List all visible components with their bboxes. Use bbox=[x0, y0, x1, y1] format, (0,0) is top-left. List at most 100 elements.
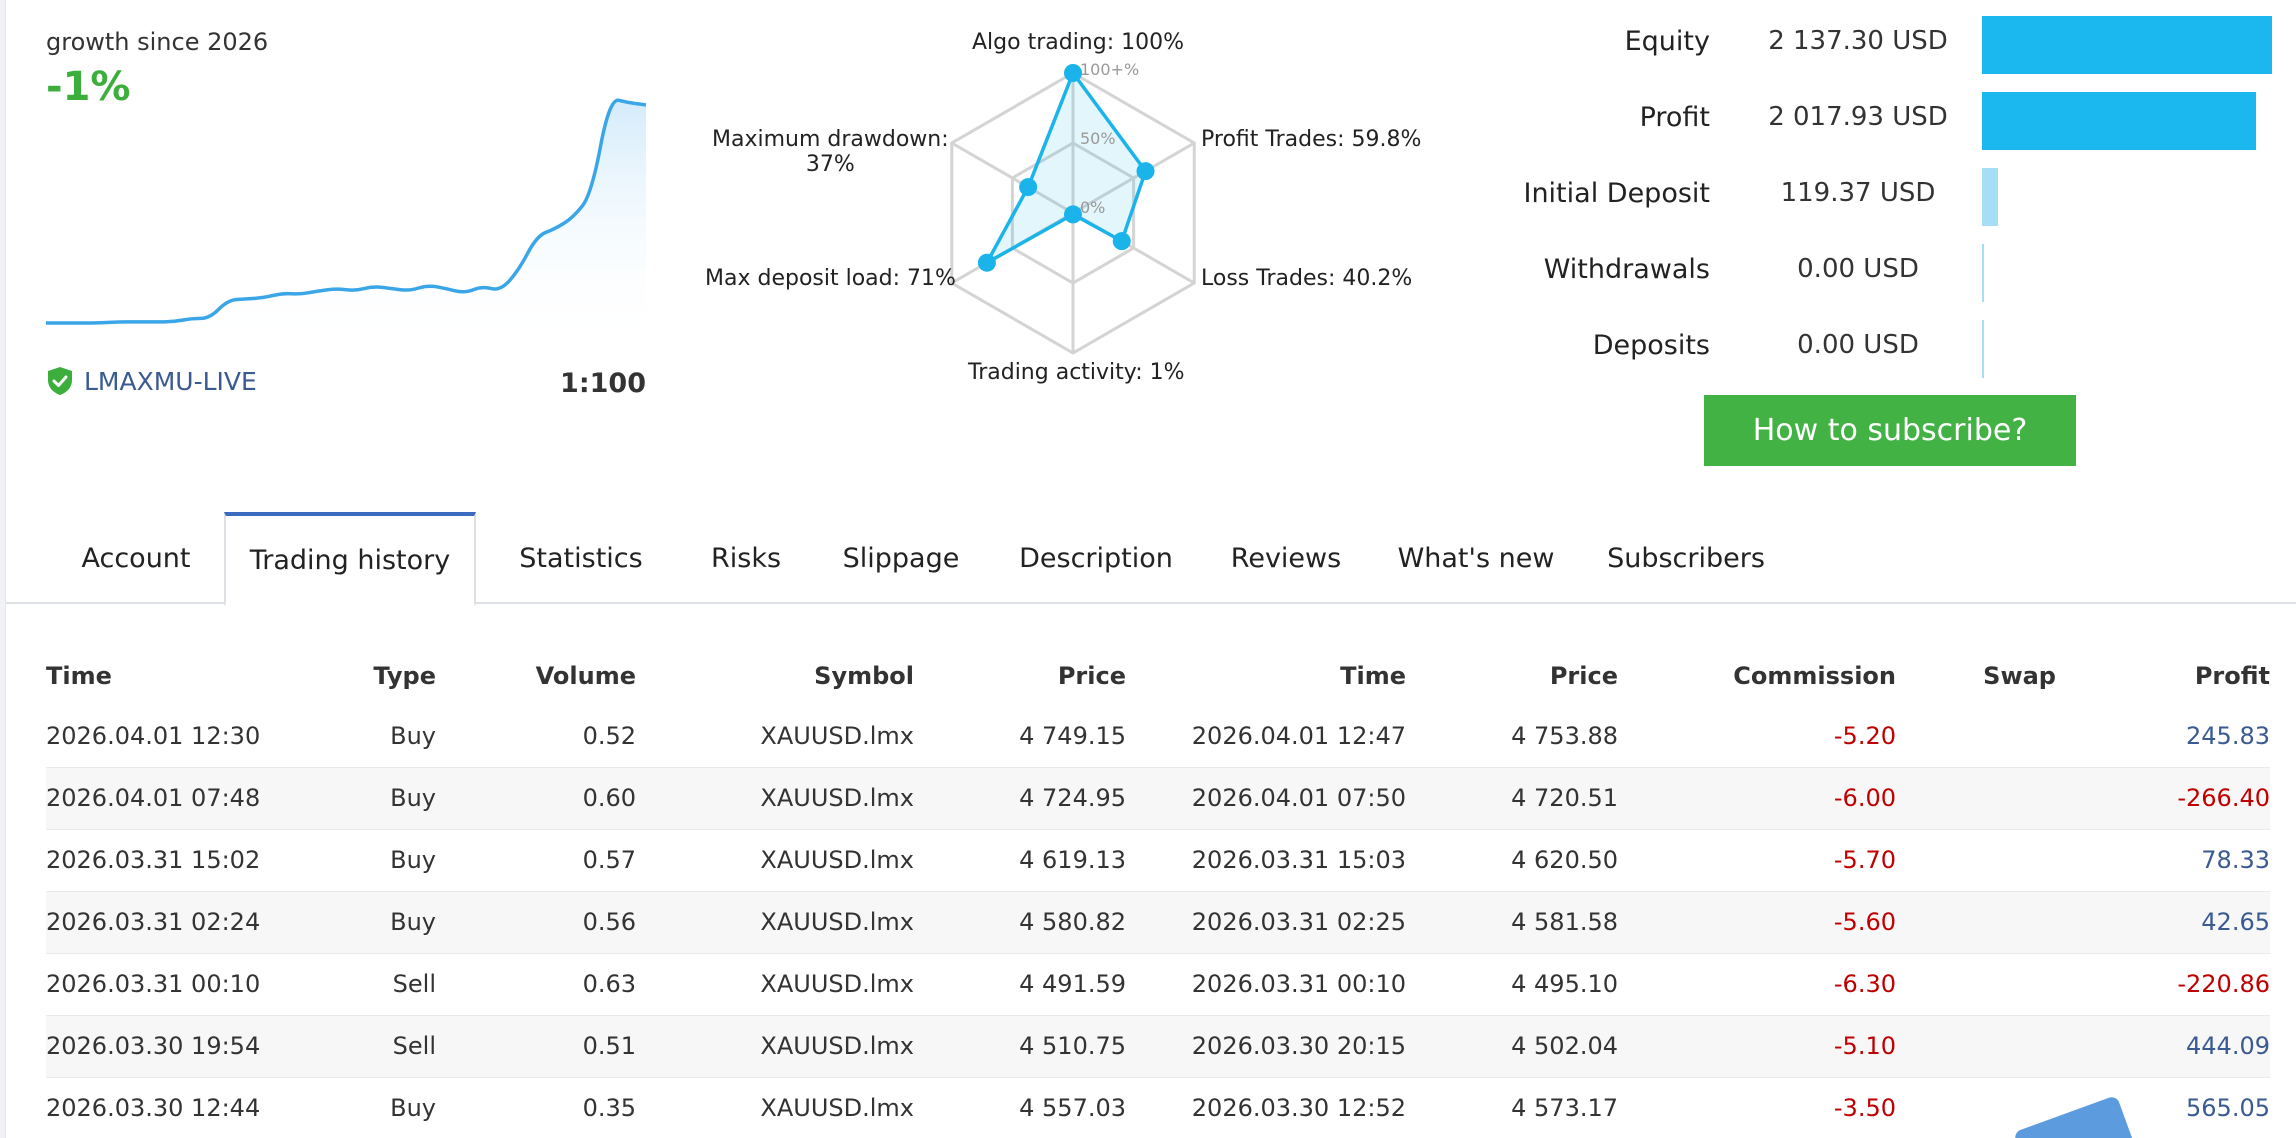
radar-point bbox=[1112, 232, 1131, 251]
growth-label: growth since 2026 bbox=[46, 28, 269, 56]
table-row[interactable]: 2026.03.30 12:44 Buy 0.35 XAUUSD.lmx 4 557.0… bbox=[46, 1078, 2270, 1138]
cell-price-open: 4 557.03 bbox=[1019, 1094, 1126, 1122]
radar-ring-label-0: 0% bbox=[1080, 198, 1105, 217]
summary-label: Profit bbox=[1639, 102, 1710, 133]
cell-symbol: XAUUSD.lmx bbox=[760, 970, 914, 998]
table-row[interactable]: 2026.03.31 02:24 Buy 0.56 XAUUSD.lmx 4 580.8… bbox=[46, 892, 2270, 954]
column-header-price-open: Price bbox=[1057, 662, 1126, 690]
cell-profit: 42.65 bbox=[2201, 908, 2270, 936]
summary-label: Initial Deposit bbox=[1523, 178, 1710, 209]
radar-label-profit: Profit Trades: 59.8% bbox=[1201, 127, 1422, 152]
tab-description[interactable]: Description bbox=[1019, 542, 1173, 574]
cell-profit: 444.09 bbox=[2186, 1032, 2270, 1060]
trading-history-table: Time Type Volume Symbol Price Time Price Commis… bbox=[46, 644, 2270, 1138]
cell-price-close: 4 502.04 bbox=[1511, 1032, 1618, 1060]
radar-label-drawdown-value: 37% bbox=[805, 152, 855, 177]
summary-label: Equity bbox=[1624, 26, 1710, 57]
radar-point bbox=[1064, 64, 1082, 82]
cell-time-open: 2026.03.31 02:24 bbox=[46, 908, 261, 936]
cell-time-open: 2026.04.01 07:48 bbox=[46, 784, 261, 812]
column-header-symbol: Symbol bbox=[814, 662, 914, 690]
column-header-price-close: Price bbox=[1549, 662, 1618, 690]
table-row[interactable]: 2026.03.31 00:10 Sell 0.63 XAUUSD.lmx 4 491.… bbox=[46, 954, 2270, 1016]
growth-line bbox=[46, 98, 646, 325]
summary-row-withdrawals: Withdrawals 0.00 USD bbox=[1500, 240, 2280, 302]
cell-commission: -6.00 bbox=[1833, 784, 1896, 812]
cell-type: Buy bbox=[390, 784, 436, 812]
cell-profit: 565.05 bbox=[2186, 1094, 2270, 1122]
cell-price-close: 4 581.58 bbox=[1511, 908, 1618, 936]
tab-whats-new[interactable]: What's new bbox=[1397, 542, 1555, 574]
summary-bar bbox=[1982, 168, 1999, 226]
cell-price-close: 4 720.51 bbox=[1511, 784, 1618, 812]
summary-row-deposits: Deposits 0.00 USD bbox=[1500, 316, 2280, 378]
radar-label-algo: Algo trading: 100% bbox=[972, 30, 1185, 55]
radar-label-activity: Trading activity: 1% bbox=[968, 360, 1185, 385]
radar-chart: 100+% 50% 0% Algo trading: 100% Profit T… bbox=[690, 20, 1460, 400]
leverage-value: 1:100 bbox=[560, 368, 646, 399]
cell-price-close: 4 495.10 bbox=[1511, 970, 1618, 998]
growth-sparkline bbox=[46, 98, 646, 348]
cell-symbol: XAUUSD.lmx bbox=[760, 722, 914, 750]
column-header-type: Type bbox=[373, 662, 436, 690]
cell-volume: 0.56 bbox=[582, 908, 636, 936]
tab-reviews[interactable]: Reviews bbox=[1230, 542, 1342, 574]
cell-profit: 245.83 bbox=[2186, 722, 2270, 750]
tab-trading-history[interactable]: Trading history bbox=[224, 512, 476, 606]
summary-bar bbox=[1982, 244, 1984, 302]
radar-label-loss: Loss Trades: 40.2% bbox=[1201, 266, 1413, 291]
cell-time-open: 2026.03.30 12:44 bbox=[46, 1094, 261, 1122]
table-row[interactable]: 2026.04.01 12:30 Buy 0.52 XAUUSD.lmx 4 749.1… bbox=[46, 706, 2270, 768]
cell-price-open: 4 619.13 bbox=[1019, 846, 1126, 874]
radar-spoke bbox=[1072, 141, 1195, 215]
cell-time-open: 2026.03.31 00:10 bbox=[46, 970, 261, 998]
broker-badge[interactable]: LMAXMU-LIVE bbox=[46, 366, 257, 396]
how-to-subscribe-button[interactable]: How to subscribe? bbox=[1704, 395, 2076, 466]
summary-row-initial-deposit: Initial Deposit 119.37 USD bbox=[1500, 164, 2280, 226]
cell-time-open: 2026.03.31 15:02 bbox=[46, 846, 261, 874]
column-header-time-close: Time bbox=[1340, 662, 1406, 690]
cell-time-close: 2026.03.30 12:52 bbox=[1191, 1094, 1406, 1122]
cell-volume: 0.35 bbox=[582, 1094, 636, 1122]
tab-risks[interactable]: Risks bbox=[710, 542, 782, 574]
cell-time-open: 2026.03.30 19:54 bbox=[46, 1032, 261, 1060]
summary-row-profit: Profit 2 017.93 USD bbox=[1500, 88, 2280, 150]
radar-point bbox=[977, 253, 996, 272]
cell-time-close: 2026.03.31 15:03 bbox=[1191, 846, 1406, 874]
table-row[interactable]: 2026.04.01 07:48 Buy 0.60 XAUUSD.lmx 4 724.9… bbox=[46, 768, 2270, 830]
cell-symbol: XAUUSD.lmx bbox=[760, 1032, 914, 1060]
cell-time-close: 2026.03.30 20:15 bbox=[1191, 1032, 1406, 1060]
cell-volume: 0.52 bbox=[582, 722, 636, 750]
tab-account[interactable]: Account bbox=[81, 542, 191, 574]
cell-type: Buy bbox=[390, 846, 436, 874]
growth-area bbox=[46, 100, 646, 348]
growth-value: -1% bbox=[46, 64, 131, 110]
radar-points bbox=[977, 64, 1155, 272]
broker-name[interactable]: LMAXMU-LIVE bbox=[84, 366, 257, 396]
radar-label-load: Max deposit load: 71% bbox=[705, 266, 956, 291]
summary-value: 0.00 USD bbox=[1797, 254, 1919, 284]
column-header-time-open: Time bbox=[46, 662, 112, 690]
summary-label: Withdrawals bbox=[1543, 254, 1710, 285]
summary-bar bbox=[1982, 320, 1984, 378]
cell-price-open: 4 749.15 bbox=[1019, 722, 1126, 750]
cell-type: Sell bbox=[392, 1032, 436, 1060]
column-header-swap: Swap bbox=[1983, 662, 2056, 690]
tab-statistics[interactable]: Statistics bbox=[519, 542, 643, 574]
table-row[interactable]: 2026.03.30 19:54 Sell 0.51 XAUUSD.lmx 4 510.… bbox=[46, 1016, 2270, 1078]
cell-volume: 0.51 bbox=[582, 1032, 636, 1060]
tab-subscribers[interactable]: Subscribers bbox=[1607, 542, 1765, 574]
radar-svg: 100+% 50% 0% bbox=[950, 60, 1196, 355]
tab-slippage[interactable]: Slippage bbox=[842, 542, 960, 574]
page-left-border bbox=[0, 0, 6, 1138]
cell-type: Buy bbox=[390, 1094, 436, 1122]
table-row[interactable]: 2026.03.31 15:02 Buy 0.57 XAUUSD.lmx 4 619.1… bbox=[46, 830, 2270, 892]
cell-profit: -220.86 bbox=[2177, 970, 2270, 998]
column-header-profit: Profit bbox=[2194, 662, 2270, 690]
summary-row-equity: Equity 2 137.30 USD bbox=[1500, 12, 2280, 74]
cell-commission: -3.50 bbox=[1833, 1094, 1896, 1122]
summary-value: 119.37 USD bbox=[1780, 178, 1936, 208]
cell-price-open: 4 491.59 bbox=[1019, 970, 1126, 998]
summary-value: 2 017.93 USD bbox=[1768, 102, 1948, 132]
cell-price-open: 4 724.95 bbox=[1019, 784, 1126, 812]
